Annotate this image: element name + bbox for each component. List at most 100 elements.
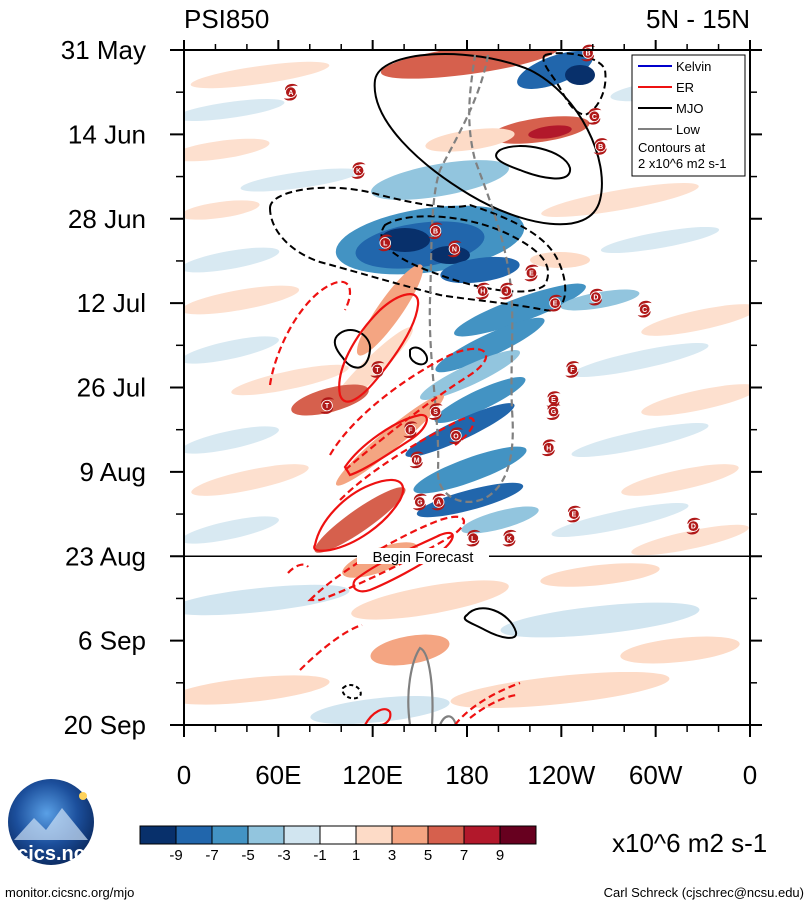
footer-right: Carl Schreck (cjschrec@ncsu.edu) — [604, 885, 804, 900]
storm-marker: N — [447, 240, 462, 258]
colorbar-label: 7 — [460, 847, 468, 864]
storm-arm-bottom — [546, 413, 560, 420]
storm-marker: A — [431, 493, 446, 511]
storm-arm-bottom — [502, 540, 516, 547]
storm-arm-bottom — [320, 407, 334, 414]
storm-letter: M — [414, 457, 420, 464]
storm-arm-bottom — [378, 244, 392, 252]
storm-core — [429, 405, 442, 418]
low-contours — [407, 54, 514, 725]
storm-core — [448, 243, 461, 255]
storm-arm-top — [566, 361, 580, 368]
storm-arm-top — [432, 493, 446, 501]
colorbar-units: x10^6 m2 s-1 — [612, 828, 767, 858]
storm-arm-bottom — [593, 148, 607, 155]
legend-note-line1: Contours at — [638, 140, 706, 155]
legend-box — [631, 54, 746, 177]
storm-core — [503, 532, 516, 544]
storm-arm-bottom — [428, 413, 442, 420]
storm-marker: E — [548, 294, 563, 312]
storm-arm-top — [687, 517, 701, 525]
colorbar-swatch — [355, 825, 393, 845]
logo-mountains — [14, 808, 88, 840]
storm-arm-bottom — [524, 274, 538, 282]
storm-letter: E — [553, 301, 558, 308]
storm-arm-bottom — [448, 437, 462, 445]
shading-forecast — [184, 563, 740, 724]
storm-arm-top — [567, 505, 581, 513]
logo-text: cics.nc — [17, 843, 85, 865]
colorbar-label: -3 — [277, 847, 290, 864]
storm-letter: A — [288, 90, 293, 97]
storm-letter: K — [507, 536, 512, 543]
storm-markers: A B C B K L B N E J H D E C T F T E S G F O H M G A E D L K — [283, 44, 701, 547]
storm-arm-top — [549, 294, 563, 302]
colorbar-swatch — [283, 825, 321, 845]
storm-arm-bottom — [637, 311, 651, 318]
storm-arm-top — [547, 403, 561, 410]
storm-arm-bottom — [283, 94, 297, 101]
colorbar-swatch — [211, 825, 249, 845]
storm-marker: L — [466, 529, 481, 547]
storm-marker: E — [524, 264, 539, 282]
storm-arm-top — [404, 421, 418, 428]
y-tick-label: 23 Aug — [65, 541, 146, 571]
storm-core — [433, 496, 445, 508]
storm-arm-bottom — [587, 118, 601, 125]
footer-left: monitor.cicsnc.org/mjo — [5, 885, 134, 900]
storm-marker: A — [283, 83, 298, 101]
legend-label-kelvin: Kelvin — [676, 59, 711, 74]
storm-core — [410, 454, 423, 466]
storm-letter: D — [593, 295, 598, 302]
colorbar: -9 -7 -5 -3 -1 1 3 5 7 9 — [139, 825, 537, 864]
colorbar-swatch — [427, 825, 465, 845]
storm-arm-bottom — [565, 371, 579, 378]
y-tick-label: 9 Aug — [79, 457, 146, 487]
storm-marker: M — [409, 451, 424, 469]
storm-arm-top — [594, 138, 608, 145]
storm-arm-top — [638, 300, 652, 308]
legend: Kelvin ER MJO Low Contours at 2 x10^6 m2 s-… — [631, 54, 746, 177]
storm-arm-top — [467, 529, 481, 537]
storm-arm-bottom — [686, 528, 700, 535]
cicsnc-logo: cics.nc — [8, 779, 94, 865]
storm-arm-bottom — [581, 55, 595, 62]
storm-letter: C — [592, 114, 597, 121]
storm-marker: D — [588, 288, 603, 306]
storm-core — [429, 225, 442, 237]
storm-arm-top — [284, 83, 298, 91]
storm-letter: B — [586, 51, 591, 58]
logo-globe — [8, 779, 94, 865]
storm-arm-bottom — [351, 172, 365, 179]
x-tick-label: 120W — [527, 760, 595, 790]
storm-arm-top — [371, 361, 385, 368]
storm-marker: S — [428, 403, 443, 420]
storm-letter: A — [436, 500, 441, 507]
storm-core — [547, 405, 560, 418]
storm-letter: F — [408, 427, 413, 434]
storm-core — [566, 363, 579, 376]
shading-main-features — [291, 50, 640, 578]
storm-core — [500, 285, 513, 297]
storm-marker: H — [475, 282, 490, 300]
storm-letter: O — [453, 433, 459, 440]
storm-core — [568, 508, 580, 520]
storm-marker: F — [403, 421, 418, 439]
storm-arm-top — [476, 282, 490, 290]
colorbar-swatch — [391, 825, 429, 845]
storm-marker: H — [541, 439, 556, 457]
storm-arm-top — [379, 234, 393, 241]
storm-marker: B — [593, 138, 608, 155]
begin-forecast-label: Begin Forecast — [373, 549, 475, 566]
storm-letter: T — [325, 403, 330, 410]
y-tick-label: 31 May — [61, 35, 146, 65]
storm-core — [477, 285, 489, 297]
storm-arm-top — [582, 44, 596, 52]
storm-core — [321, 399, 333, 412]
storm-arm-top — [449, 427, 463, 434]
storm-arm-bottom — [403, 431, 417, 439]
storm-arm-top — [410, 451, 424, 458]
storm-arm-top — [413, 493, 427, 501]
storm-arm-top — [588, 107, 602, 115]
